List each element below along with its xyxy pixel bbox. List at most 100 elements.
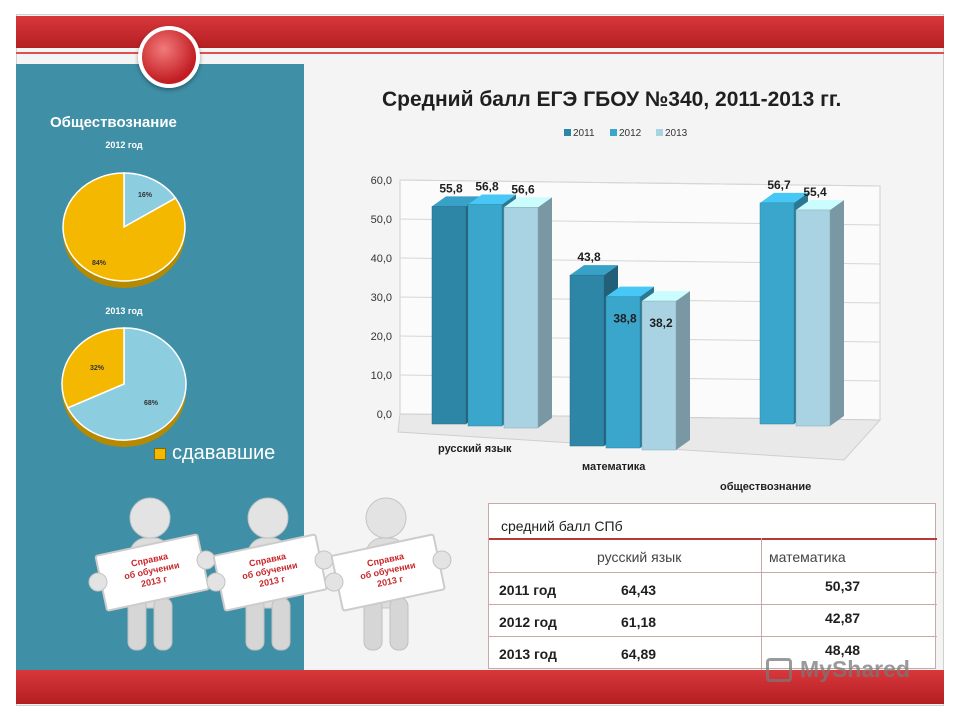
bar-value-label: 56,7 [767, 178, 791, 192]
table-header-math: математика [769, 549, 846, 565]
y-tick-label: 10,0 [371, 370, 392, 382]
pie-slice-label: 68% [144, 400, 159, 407]
table-title: средний балл СПб [501, 518, 623, 534]
figure-hand [314, 550, 334, 570]
category-label: обществознание [720, 481, 811, 493]
bar-side [676, 291, 690, 450]
bar [569, 274, 605, 447]
y-tick-label: 50,0 [371, 214, 392, 226]
bar [605, 296, 641, 449]
y-tick-label: 30,0 [371, 292, 392, 304]
bar-value-label: 38,8 [613, 312, 637, 326]
y-tick-label: 20,0 [371, 331, 392, 343]
bar [795, 209, 831, 427]
bar-top [504, 197, 552, 208]
figure-head [129, 497, 171, 539]
bar-top [796, 199, 844, 210]
legend-swatch [564, 129, 571, 136]
bar-value-label: 43,8 [577, 250, 601, 264]
table-divider [489, 538, 937, 540]
bar-top [468, 194, 516, 205]
table-cell-math: 42,87 [825, 610, 861, 626]
y-tick-label: 40,0 [371, 253, 392, 265]
bar-value-label: 55,8 [439, 181, 463, 195]
table-cell-rus: 64,89 [621, 646, 657, 662]
bar-top [606, 286, 654, 297]
bar-side [538, 197, 552, 428]
bar-value-label: 55,4 [803, 185, 827, 199]
table-cell-math: 50,37 [825, 578, 861, 594]
bar-value-label: 56,8 [475, 179, 499, 193]
bar [431, 206, 467, 425]
bar-value-label: 38,2 [649, 316, 673, 330]
watermark-text: MyShared [800, 656, 910, 682]
legend-swatch [610, 129, 617, 136]
y-tick-label: 60,0 [371, 175, 392, 187]
pie-slice-label: 32% [90, 365, 105, 372]
figure-head [365, 497, 407, 539]
bar [503, 207, 539, 429]
legend-label: сдававшие [172, 442, 276, 464]
pie-slice [62, 172, 186, 282]
bar-top [570, 265, 618, 276]
subject-title: Обществознание [50, 114, 177, 131]
table-divider [489, 636, 937, 637]
bar [641, 300, 677, 451]
bar [467, 204, 503, 427]
top-divider-line [16, 52, 944, 54]
category-label: математика [582, 461, 646, 473]
legend-swatch [154, 447, 166, 460]
pie-slice-label: 16% [138, 192, 153, 199]
pie-slice [66, 327, 187, 441]
table-row-year: 2011 год [499, 582, 557, 598]
figure-hand [432, 550, 452, 570]
figure-leg [153, 597, 173, 651]
table-header-rus: русский язык [597, 549, 682, 565]
table-col-divider [761, 538, 762, 670]
table-divider [489, 604, 937, 605]
legend-label: 2011 [573, 128, 595, 139]
table-cell-rus: 61,18 [621, 614, 657, 630]
pie-slice [123, 172, 177, 229]
bar-top [760, 192, 808, 203]
bar-side [830, 199, 844, 426]
table-cell-rus: 64,43 [621, 582, 657, 598]
table-row-year: 2012 год [499, 614, 557, 630]
pie-2012-title: 2012 год [105, 140, 143, 150]
table-cell-math: 48,48 [825, 642, 861, 658]
legend-label: 2013 [665, 128, 688, 139]
table-divider [489, 572, 937, 573]
figure-hand [196, 550, 216, 570]
legend-swatch [656, 129, 663, 136]
watermark-icon [766, 658, 792, 682]
figure-hand [206, 572, 226, 592]
bar [759, 202, 795, 425]
pie-2013-title: 2013 год [105, 306, 143, 316]
pie-legend: сдававшие [154, 442, 275, 465]
bar-top [432, 196, 480, 207]
bar-value-label: 56,6 [511, 182, 535, 196]
legend-label: 2012 [619, 128, 642, 139]
gridline [399, 179, 881, 187]
figure-head [247, 497, 289, 539]
chart-title: Средний балл ЕГЭ ГБОУ №340, 2011-2013 гг… [382, 88, 842, 111]
y-tick-label: 0,0 [377, 409, 392, 421]
table-row-year: 2013 год [499, 646, 557, 662]
pie-slice-label: 84% [92, 260, 107, 267]
red-circle-button[interactable] [138, 26, 200, 88]
figure-leg [389, 597, 409, 651]
spb-table: средний балл СПб русский язык математика… [488, 503, 937, 670]
pie-slice [61, 327, 125, 409]
figure-leg [271, 597, 291, 651]
figure-hand [324, 572, 344, 592]
category-label: русский язык [438, 443, 512, 455]
figure-hand [88, 572, 108, 592]
